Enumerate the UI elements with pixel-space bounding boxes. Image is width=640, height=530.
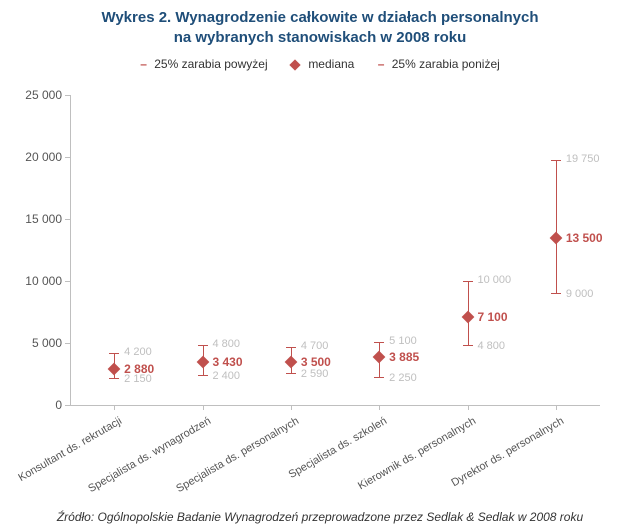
- legend-lower-label: 25% zarabia poniżej: [392, 57, 500, 71]
- chart-title: Wykres 2. Wynagrodzenie całkowite w dzia…: [0, 0, 640, 47]
- upper-whisker: [286, 347, 296, 348]
- median-label: 3 430: [213, 355, 243, 369]
- upper-whisker: [374, 342, 384, 343]
- lower-whisker: [463, 345, 473, 346]
- upper-label: 4 800: [213, 338, 241, 350]
- plot-area: 05 00010 00015 00020 00025 0002 8804 200…: [70, 95, 600, 405]
- lower-whisker: [374, 377, 384, 378]
- median-marker: [284, 355, 297, 368]
- y-tick-label: 20 000: [7, 150, 62, 164]
- median-marker: [549, 231, 562, 244]
- legend-median-label: mediana: [308, 57, 354, 71]
- lower-whisker: [198, 375, 208, 376]
- lower-label: 2 250: [389, 372, 417, 384]
- legend: – 25% zarabia powyżej mediana – 25% zara…: [0, 57, 640, 71]
- lower-whisker: [551, 293, 561, 294]
- x-tick: [114, 405, 115, 410]
- x-tick: [291, 405, 292, 410]
- x-axis: [70, 405, 600, 406]
- upper-label: 5 100: [389, 335, 417, 347]
- upper-whisker: [463, 281, 473, 282]
- lower-label: 4 800: [478, 340, 506, 352]
- x-tick: [203, 405, 204, 410]
- median-label: 13 500: [566, 231, 603, 245]
- chart-source: Źródło: Ogólnopolskie Badanie Wynagrodze…: [0, 510, 640, 524]
- y-tick-label: 0: [7, 398, 62, 412]
- dash-icon: –: [140, 57, 147, 71]
- x-tick: [379, 405, 380, 410]
- upper-whisker: [198, 345, 208, 346]
- y-tick-label: 15 000: [7, 212, 62, 226]
- lower-label: 2 150: [124, 373, 152, 385]
- upper-label: 10 000: [478, 274, 512, 286]
- median-label: 3 885: [389, 350, 419, 364]
- median-label: 7 100: [478, 310, 508, 324]
- median-marker: [196, 356, 209, 369]
- x-tick: [468, 405, 469, 410]
- title-line-2: na wybranych stanowiskach w 2008 roku: [174, 29, 467, 46]
- upper-label: 4 200: [124, 346, 152, 358]
- title-line-1: Wykres 2. Wynagrodzenie całkowite w dzia…: [101, 9, 538, 26]
- y-tick-label: 10 000: [7, 274, 62, 288]
- legend-upper-label: 25% zarabia powyżej: [154, 57, 267, 71]
- upper-whisker: [109, 353, 119, 354]
- lower-label: 9 000: [566, 288, 594, 300]
- y-tick-label: 5 000: [7, 336, 62, 350]
- legend-median: mediana: [291, 57, 354, 71]
- lower-whisker: [109, 378, 119, 379]
- lower-whisker: [286, 373, 296, 374]
- chart-container: Wykres 2. Wynagrodzenie całkowite w dzia…: [0, 0, 640, 530]
- dash-icon: –: [378, 57, 385, 71]
- y-axis: [70, 95, 71, 405]
- upper-label: 19 750: [566, 153, 600, 165]
- lower-label: 2 400: [213, 370, 241, 382]
- legend-upper: – 25% zarabia powyżej: [140, 57, 267, 71]
- legend-lower: – 25% zarabia poniżej: [378, 57, 500, 71]
- diamond-icon: [289, 59, 300, 70]
- upper-whisker: [551, 160, 561, 161]
- upper-label: 4 700: [301, 340, 329, 352]
- x-tick: [556, 405, 557, 410]
- range-bar: [556, 160, 557, 293]
- y-tick-label: 25 000: [7, 88, 62, 102]
- lower-label: 2 590: [301, 368, 329, 380]
- median-marker: [108, 363, 121, 376]
- median-marker: [461, 311, 474, 324]
- median-marker: [373, 350, 386, 363]
- median-label: 3 500: [301, 355, 331, 369]
